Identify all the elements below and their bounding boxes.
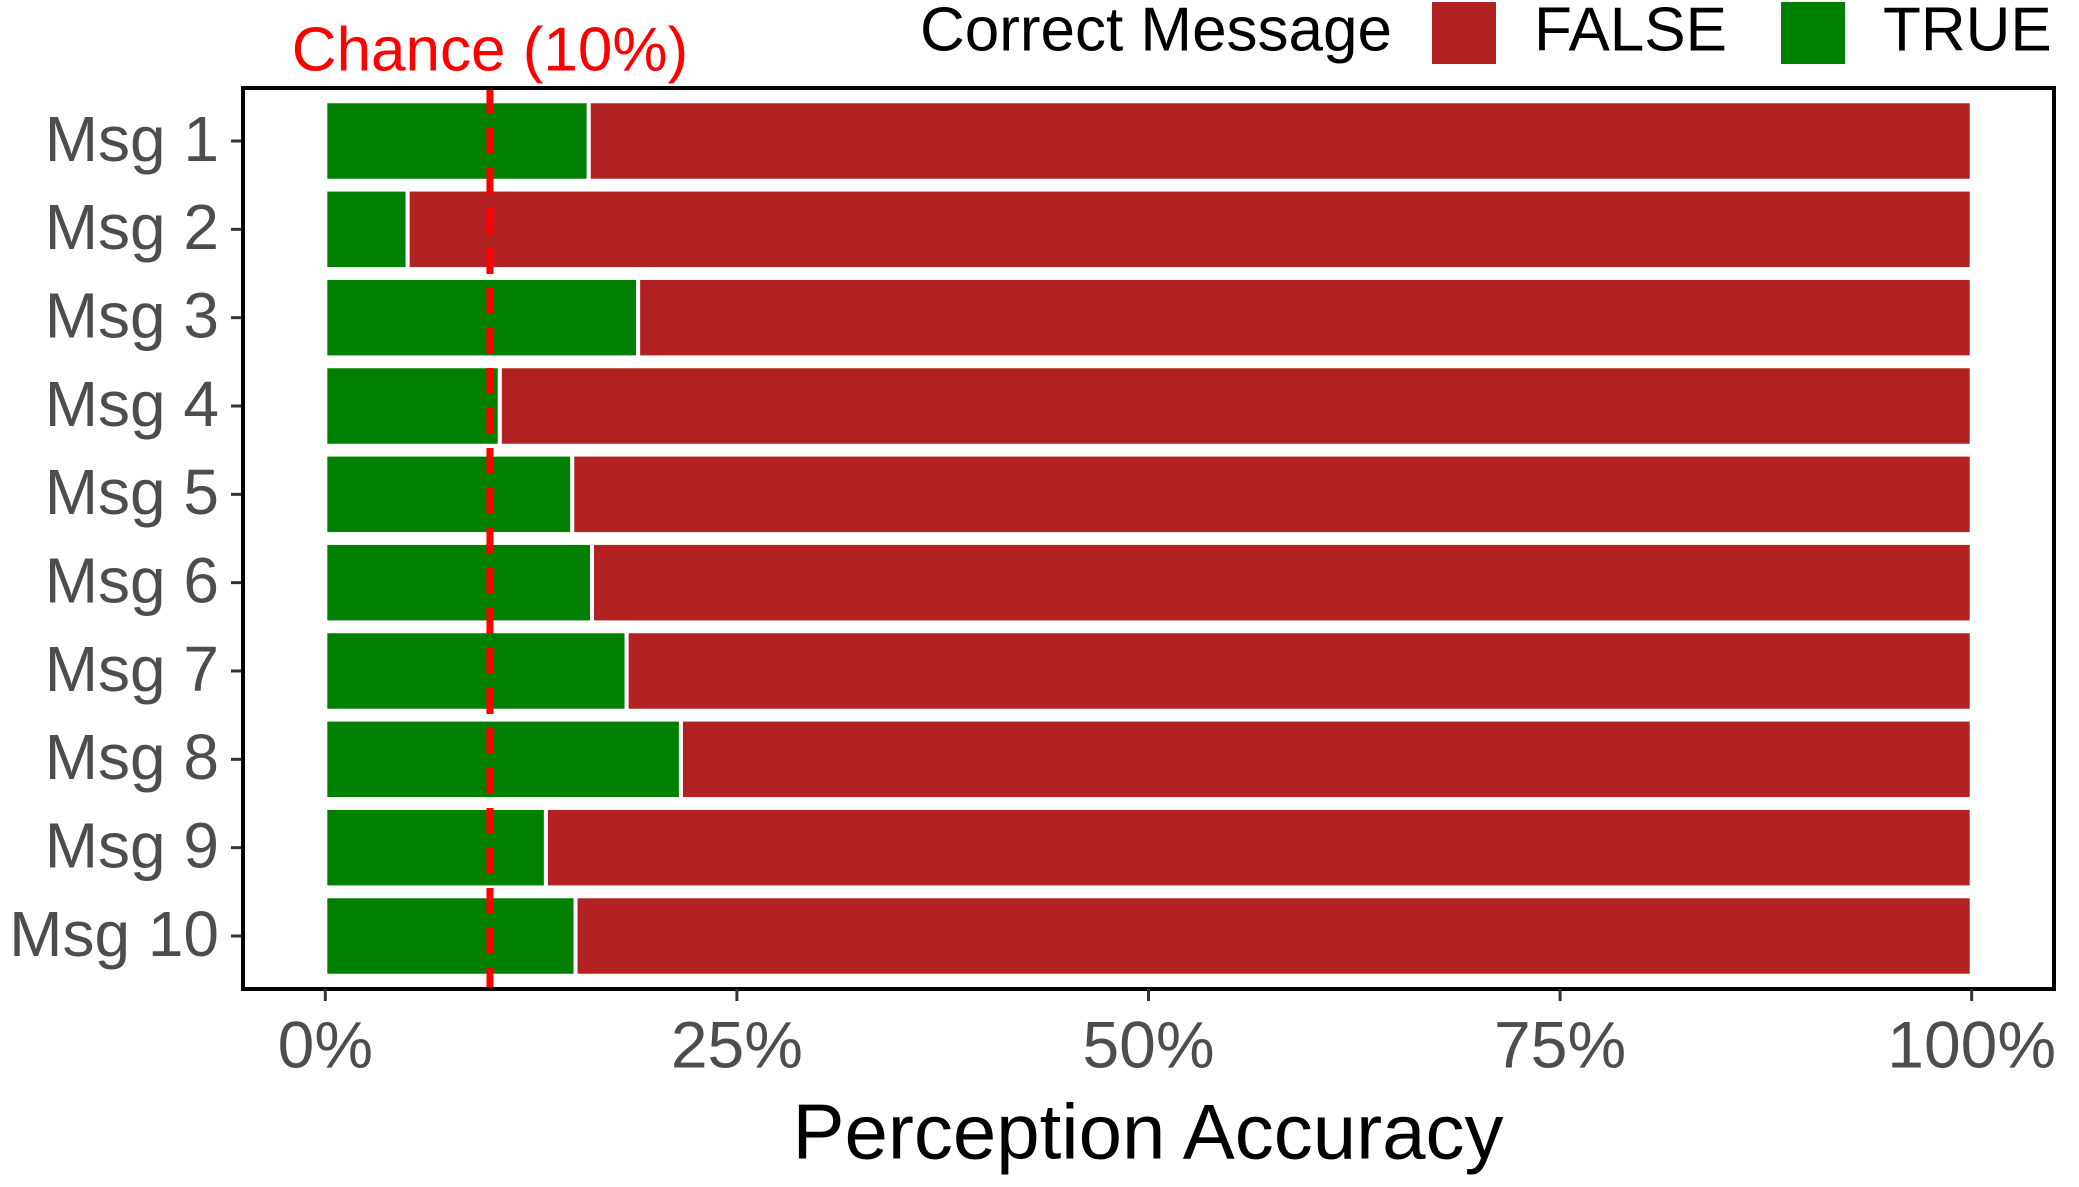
x-axis-title: Perception Accuracy: [792, 1088, 1503, 1176]
y-tick-label: Msg 9: [45, 810, 219, 882]
x-tick-label: 0%: [278, 1007, 373, 1081]
bar-segment: [323, 805, 548, 890]
x-tick-label: 25%: [671, 1007, 803, 1081]
legend-label: TRUE: [1883, 0, 2052, 64]
bar-segment: [323, 99, 591, 183]
bar-segment: [405, 187, 1974, 272]
y-tick-label: Msg 10: [9, 898, 219, 970]
bar-segment: [323, 452, 575, 537]
bar-segment: [624, 629, 1974, 713]
bar-segment: [586, 99, 1974, 183]
reference-label: Chance (10%): [292, 15, 688, 84]
bar-segment: [678, 717, 1974, 802]
y-tick-label: Msg 2: [45, 191, 219, 263]
y-tick-label: Msg 8: [45, 721, 219, 793]
y-tick-label: Msg 3: [45, 280, 219, 352]
bar-segment: [323, 540, 595, 625]
bar-segment: [323, 275, 641, 360]
legend-key: [1432, 2, 1496, 64]
bar-segment: [323, 717, 683, 802]
bar-segment: [323, 364, 502, 448]
x-tick-label: 100%: [1887, 1007, 2056, 1081]
y-tick-label: Msg 4: [45, 368, 219, 440]
y-tick-label: Msg 5: [45, 456, 219, 528]
bar-segment: [497, 364, 1974, 448]
bar-segment: [636, 275, 1974, 360]
bar-segment: [543, 805, 1974, 890]
x-tick-label: 50%: [1082, 1007, 1214, 1081]
x-tick-label: 75%: [1494, 1007, 1626, 1081]
legend-title: Correct Message: [920, 0, 1392, 64]
y-tick-label: Msg 1: [45, 103, 219, 175]
bar-segment: [323, 187, 410, 272]
bar-segment: [323, 629, 629, 713]
y-tick-label: Msg 6: [45, 545, 219, 617]
bar-segment: [573, 894, 1974, 978]
legend-label: FALSE: [1534, 0, 1727, 64]
y-tick-label: Msg 7: [45, 633, 219, 705]
bar-segment: [570, 452, 1974, 537]
bar-segment: [323, 894, 578, 978]
legend-key: [1781, 2, 1845, 64]
bar-segment: [590, 540, 1974, 625]
